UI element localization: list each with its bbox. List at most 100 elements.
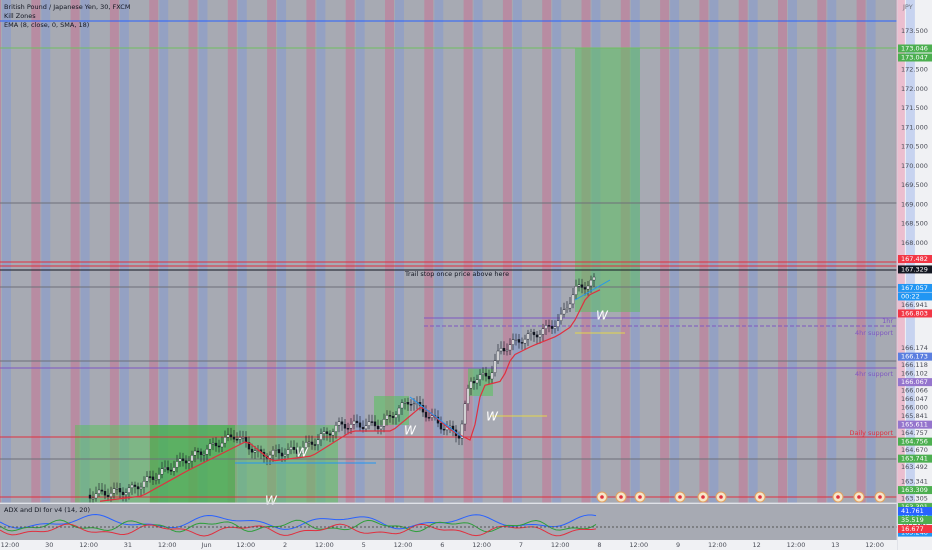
- candle: [568, 303, 572, 309]
- candle: [574, 286, 578, 296]
- kill-zones: [0, 0, 915, 503]
- candle: [100, 489, 104, 492]
- price-label: 168.500: [901, 220, 928, 228]
- time-label: 12: [753, 541, 761, 549]
- candle: [358, 422, 362, 428]
- candle: [532, 331, 536, 336]
- indicator-badge: [898, 507, 932, 515]
- candle: [571, 294, 575, 305]
- candle: [562, 309, 566, 315]
- price-badge: [898, 265, 932, 274]
- indicator-badge: [898, 516, 932, 524]
- candle: [88, 494, 92, 499]
- candle: [526, 333, 530, 340]
- stripe: [552, 0, 562, 503]
- candle: [370, 421, 374, 423]
- candle: [253, 450, 257, 453]
- candle: [388, 415, 392, 417]
- candle: [592, 276, 596, 281]
- candle: [277, 449, 281, 454]
- price-label: 167.482: [901, 255, 928, 263]
- candle: [121, 491, 125, 496]
- w-label: W: [296, 446, 309, 460]
- candle: [106, 495, 110, 497]
- price-label: 171.000: [901, 123, 928, 131]
- stripe: [345, 0, 355, 503]
- stripe: [237, 0, 247, 503]
- candle: [385, 415, 389, 420]
- candle: [346, 428, 350, 430]
- indicator-badge: [898, 525, 932, 533]
- candle: [328, 433, 332, 436]
- stripe: [316, 0, 326, 503]
- stripe: [670, 0, 680, 503]
- time-label: 30: [45, 541, 53, 549]
- candle: [484, 372, 488, 377]
- time-label: 12:00: [629, 541, 648, 549]
- candle: [478, 374, 482, 380]
- price-label: 169.500: [901, 181, 928, 189]
- time-label: 2: [283, 541, 287, 549]
- candle: [184, 460, 188, 464]
- candle: [409, 404, 413, 406]
- price-label: 163.255: [901, 512, 928, 520]
- candle: [583, 287, 587, 290]
- candle: [169, 469, 173, 472]
- candle: [154, 479, 158, 481]
- candle: [325, 431, 329, 434]
- candle: [91, 497, 95, 500]
- price-label: 168.000: [901, 239, 928, 247]
- w-label: W: [404, 424, 417, 438]
- candle: [241, 437, 245, 439]
- di-plus-line: [0, 519, 597, 533]
- stripe: [424, 0, 434, 503]
- candle: [193, 450, 197, 456]
- candle: [268, 454, 272, 459]
- annotation: 4hr support: [855, 370, 893, 378]
- candle: [103, 491, 107, 496]
- candle: [223, 437, 227, 444]
- price-badge: [898, 352, 932, 361]
- price-label: 163.247: [901, 520, 928, 528]
- candle: [580, 284, 584, 288]
- candle: [397, 407, 401, 415]
- price-label: 172.000: [901, 85, 928, 93]
- time-label: 31: [124, 541, 132, 549]
- candle: [229, 434, 233, 438]
- price-label: 173.500: [901, 27, 928, 35]
- trend-line: [409, 396, 463, 438]
- candle: [301, 447, 305, 454]
- candle: [235, 439, 239, 441]
- candle: [112, 488, 116, 494]
- candle: [382, 419, 386, 427]
- event-dot: [857, 495, 861, 499]
- candle: [472, 381, 476, 384]
- time-label: 12:00: [472, 541, 491, 549]
- time-label: 12:00: [551, 541, 570, 549]
- price-label: 166.803: [901, 309, 928, 317]
- candle: [295, 449, 299, 454]
- price-label: 170.000: [901, 162, 928, 170]
- candle: [439, 422, 443, 430]
- event-dot: [758, 495, 762, 499]
- candle: [238, 437, 242, 440]
- stripe: [542, 0, 552, 503]
- candle: [481, 372, 485, 375]
- price-badge: [898, 53, 932, 62]
- candle: [232, 436, 236, 440]
- symbol-title: British Pound / Japanese Yen, 30, FXCM: [4, 3, 130, 11]
- w-label: W: [486, 410, 499, 424]
- candle: [544, 325, 548, 329]
- price-label: 164.757: [901, 429, 928, 437]
- candle: [376, 425, 380, 430]
- time-label: 12:00: [394, 541, 413, 549]
- stripe: [188, 0, 198, 503]
- stripe: [70, 0, 80, 503]
- candle: [148, 476, 152, 478]
- candle: [349, 423, 353, 429]
- candle: [535, 334, 539, 338]
- candle: [538, 334, 542, 338]
- price-label: 166.067: [901, 378, 928, 386]
- candle: [220, 442, 224, 448]
- price-label: 166.102: [901, 370, 928, 378]
